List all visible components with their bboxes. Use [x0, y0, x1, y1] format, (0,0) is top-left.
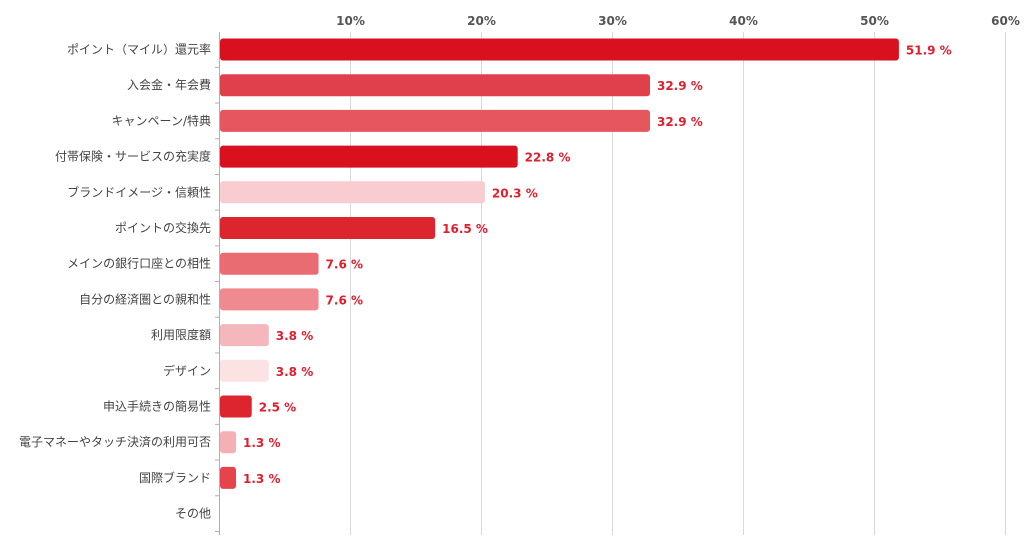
bar — [220, 359, 269, 382]
bar — [220, 38, 899, 61]
x-tick-label: 10% — [336, 14, 365, 28]
bar — [220, 431, 237, 454]
x-axis-ticks: 10% 20% 30% 40% 50% 60% — [336, 14, 1020, 28]
value-label: 16.5 % — [442, 222, 488, 236]
grid — [215, 32, 1006, 535]
category-label: ポイント（マイル）還元率 — [67, 42, 211, 57]
x-tick-label: 40% — [729, 14, 758, 28]
bar — [220, 109, 650, 132]
value-label: 3.8 % — [276, 329, 313, 343]
value-label: 32.9 % — [657, 115, 703, 129]
bar — [220, 324, 269, 347]
bars — [220, 38, 899, 489]
x-tick-label: 30% — [598, 14, 627, 28]
bar — [220, 145, 518, 168]
bar — [220, 217, 436, 239]
bar — [220, 466, 237, 489]
bar — [220, 181, 485, 204]
category-label: 入会金・年会費 — [127, 77, 211, 92]
value-label: 1.3 % — [243, 472, 280, 486]
x-tick-label: 60% — [991, 14, 1020, 28]
bar — [220, 74, 650, 97]
value-label: 20.3 % — [492, 186, 538, 200]
category-label: キャンペーン/特典 — [112, 113, 211, 128]
category-label: ポイントの交換先 — [115, 220, 211, 235]
x-tick-label: 50% — [860, 14, 889, 28]
category-label: 電子マネーやタッチ決済の利用可否 — [19, 434, 211, 449]
bar — [220, 395, 252, 418]
bar — [220, 252, 319, 275]
value-label: 3.8 % — [276, 365, 313, 379]
category-label: その他 — [175, 507, 211, 521]
category-label: ブランドイメージ・信頼性 — [67, 184, 211, 199]
value-label: 51.9 % — [906, 44, 952, 58]
value-label: 32.9 % — [657, 79, 703, 93]
category-label: 付帯保険・サービスの充実度 — [55, 149, 211, 164]
category-label: 国際ブランド — [139, 470, 211, 485]
x-tick-label: 20% — [467, 14, 496, 28]
category-label: メインの銀行口座との相性 — [67, 256, 211, 271]
value-label: 2.5 % — [259, 401, 296, 415]
bar — [220, 288, 319, 311]
category-label: 申込手続きの簡易性 — [103, 399, 211, 414]
value-label: 7.6 % — [326, 258, 363, 272]
value-label: 22.8 % — [525, 151, 571, 165]
value-label: 1.3 % — [243, 436, 280, 450]
category-label: 利用限度額 — [151, 327, 211, 342]
category-label: 自分の経済圏との親和性 — [79, 291, 211, 306]
category-labels: ポイント（マイル）還元率入会金・年会費キャンペーン/特典付帯保険・サービスの充実… — [19, 42, 211, 521]
category-label: デザイン — [163, 363, 211, 378]
value-label: 7.6 % — [326, 293, 363, 307]
value-labels: 51.9 % 32.9 % 32.9 % 22.8 % 20.3 % 16.5 % 7.6 … — [243, 44, 952, 486]
